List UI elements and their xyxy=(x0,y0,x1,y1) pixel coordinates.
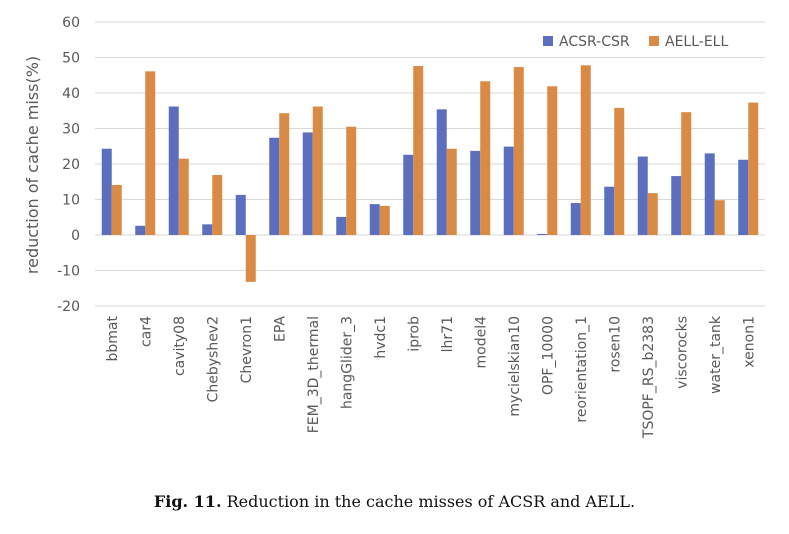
y-tick-label: 0 xyxy=(71,228,80,244)
x-tick-label: viscorocks xyxy=(674,316,690,389)
bar-aell-ell-epa xyxy=(279,113,290,235)
x-axis-ticks: bbmat car4 cavity08 Chebyshev2 Chevron1 EPA FE… xyxy=(105,315,758,439)
y-tick-label: -10 xyxy=(57,264,80,280)
bar-aell-ell-rosen10 xyxy=(614,107,625,235)
figure-caption: Fig. 11. Reduction in the cache misses o… xyxy=(0,492,789,511)
legend-swatch-aell-ell xyxy=(649,36,659,46)
x-tick-label: car4 xyxy=(138,316,154,347)
x-tick-label: lhr71 xyxy=(440,316,456,352)
y-tick-label: 10 xyxy=(62,193,80,209)
bars xyxy=(101,65,759,282)
bar-acsr-csr-epa xyxy=(269,137,280,235)
legend-swatch-acsr-csr xyxy=(543,36,553,46)
x-tick-label: water_tank xyxy=(708,315,724,394)
bar-acsr-csr-xenon1 xyxy=(738,159,749,235)
bar-acsr-csr-fem_3d_thermal xyxy=(302,132,313,235)
bar-aell-ell-hvdc1 xyxy=(379,205,390,235)
bar-acsr-csr-hvdc1 xyxy=(369,204,380,235)
bar-acsr-csr-tsopf_rs_b2383 xyxy=(637,156,648,235)
bar-aell-ell-opf_10000 xyxy=(547,86,558,235)
bar-aell-ell-chevron1 xyxy=(245,235,256,282)
x-tick-label: iprob xyxy=(406,316,422,352)
legend-label: ACSR-CSR xyxy=(559,34,630,50)
caption-text: Reduction in the cache misses of ACSR an… xyxy=(226,492,636,511)
bar-acsr-csr-rosen10 xyxy=(604,186,615,235)
y-tick-label: 50 xyxy=(62,51,80,67)
legend: ACSR-CSR AELL-ELL xyxy=(543,34,728,50)
bar-aell-ell-chebyshev2 xyxy=(212,175,223,235)
x-tick-label: hangGlider_3 xyxy=(339,316,355,409)
bar-aell-ell-bbmat xyxy=(111,184,122,235)
bar-acsr-csr-opf_10000 xyxy=(537,233,548,235)
bar-aell-ell-water_tank xyxy=(714,200,725,235)
x-tick-label: bbmat xyxy=(105,315,121,361)
bar-aell-ell-iprob xyxy=(413,66,424,236)
bar-aell-ell-mycielskian10 xyxy=(513,67,524,236)
x-tick-label: OPF_10000 xyxy=(540,316,556,395)
y-tick-label: 40 xyxy=(62,86,80,102)
bar-acsr-csr-reorientation_1 xyxy=(570,203,581,235)
bar-acsr-csr-iprob xyxy=(403,154,414,235)
bar-acsr-csr-car4 xyxy=(135,225,146,235)
y-axis-ticks: -20 -10 0 10 20 30 40 50 60 xyxy=(57,15,80,315)
x-tick-label: rosen10 xyxy=(607,316,623,373)
bar-aell-ell-fem_3d_thermal xyxy=(312,106,323,236)
bar-aell-ell-viscorocks xyxy=(681,112,692,235)
y-tick-label: -20 xyxy=(57,299,80,315)
x-tick-label: hvdc1 xyxy=(373,316,389,359)
x-tick-label: Chevron1 xyxy=(239,316,255,383)
x-tick-label: EPA xyxy=(272,316,288,342)
bar-acsr-csr-cavity08 xyxy=(168,106,179,236)
bar-acsr-csr-mycielskian10 xyxy=(503,146,514,235)
bar-aell-ell-reorientation_1 xyxy=(580,65,591,235)
y-axis-label: reduction of cache miss(%) xyxy=(23,56,42,274)
bar-acsr-csr-water_tank xyxy=(704,153,715,235)
x-tick-label: xenon1 xyxy=(741,316,757,368)
x-tick-label: Chebyshev2 xyxy=(205,316,221,402)
bar-aell-ell-cavity08 xyxy=(178,158,189,235)
bar-acsr-csr-viscorocks xyxy=(671,176,682,235)
bar-aell-ell-lhr71 xyxy=(446,148,457,235)
bar-acsr-csr-chevron1 xyxy=(235,194,246,235)
bar-acsr-csr-lhr71 xyxy=(436,109,447,235)
bar-acsr-csr-hangglider_3 xyxy=(336,216,347,235)
x-tick-label: model4 xyxy=(473,316,489,369)
bar-acsr-csr-chebyshev2 xyxy=(202,224,213,235)
bar-acsr-csr-bbmat xyxy=(101,148,112,235)
bar-acsr-csr-model4 xyxy=(470,150,481,235)
legend-label: AELL-ELL xyxy=(665,34,728,50)
y-tick-label: 60 xyxy=(62,15,80,31)
x-tick-label: TSOPF_RS_b2383 xyxy=(641,316,657,439)
x-tick-label: reorientation_1 xyxy=(574,316,590,423)
bar-aell-ell-car4 xyxy=(145,71,156,235)
bar-aell-ell-xenon1 xyxy=(748,102,759,236)
x-tick-label: cavity08 xyxy=(172,316,188,376)
bar-aell-ell-tsopf_rs_b2383 xyxy=(647,193,658,235)
bar-aell-ell-hangglider_3 xyxy=(346,126,357,235)
gridlines xyxy=(95,21,765,307)
x-tick-label: FEM_3D_thermal xyxy=(306,316,322,433)
y-tick-label: 30 xyxy=(62,122,80,138)
bar-aell-ell-model4 xyxy=(480,81,491,235)
x-tick-label: mycielskian10 xyxy=(507,316,523,417)
y-tick-label: 20 xyxy=(62,157,80,173)
bar-chart: -20 -10 0 10 20 30 40 50 60 bbmat car4 cavity08 Che… xyxy=(23,15,765,439)
figure-label: Fig. 11. xyxy=(153,492,222,511)
